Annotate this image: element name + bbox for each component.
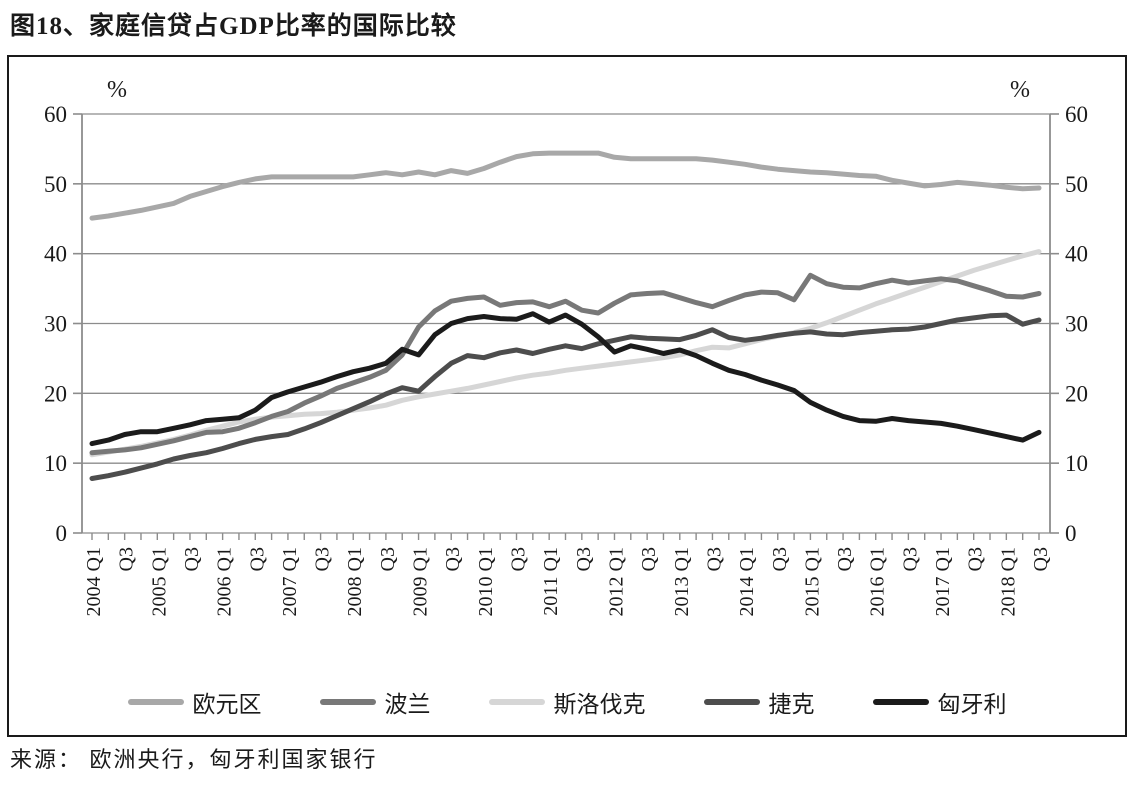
x-axis-label: Q3 (116, 547, 138, 571)
y-axis-label-left: 50 (44, 172, 67, 197)
y-axis-label-right: 30 (1065, 312, 1088, 337)
legend-swatch (872, 699, 929, 705)
unit-label-left: % (107, 77, 127, 103)
legend-swatch (488, 699, 545, 705)
unit-label-right: % (1010, 77, 1030, 103)
legend-label: 斯洛伐克 (553, 692, 646, 717)
legend-label: 欧元区 (192, 692, 262, 717)
legend: 欧元区 波兰 斯洛伐克 捷克 匈牙利 (9, 685, 1125, 719)
x-axis-label: 2011 Q1 (540, 547, 562, 616)
x-axis-label: 2014 Q1 (736, 547, 758, 616)
y-axis-label-left: 10 (44, 451, 67, 476)
x-axis-label: 2005 Q1 (148, 547, 170, 616)
x-axis-label: Q3 (703, 547, 725, 571)
x-axis-label: Q3 (312, 547, 334, 571)
legend-item: 斯洛伐克 (488, 685, 646, 719)
y-axis-label-left: 40 (44, 242, 67, 267)
x-axis-label: Q3 (573, 547, 595, 571)
x-axis-label: Q3 (508, 547, 530, 571)
x-axis-label: 2004 Q1 (83, 547, 105, 616)
x-axis-label: Q3 (965, 547, 987, 571)
line-chart: 0 0 10 10 20 20 30 30 40 40 50 50 60 60% % 2004 Q1 Q3 200… (44, 77, 1088, 616)
legend-item: 欧元区 (127, 685, 262, 719)
y-axis-label-left: 60 (44, 102, 67, 127)
x-axis-label: 2007 Q1 (279, 547, 301, 616)
y-axis-label-left: 0 (56, 521, 68, 546)
x-axis-label: Q3 (769, 547, 791, 571)
source-note: 来源： 欧洲央行，匈牙利国家银行 (10, 747, 378, 772)
legend-item: 匈牙利 (872, 685, 1007, 719)
x-axis-label: Q3 (834, 547, 856, 571)
x-axis-label: 2008 Q1 (344, 547, 366, 616)
series-line-欧元区 (89, 150, 1042, 221)
series-line-波兰 (89, 272, 1042, 456)
x-axis-label: 2010 Q1 (475, 547, 497, 616)
x-axis-label: Q3 (246, 547, 268, 571)
y-axis-label-right: 20 (1065, 381, 1088, 406)
x-axis-label: Q3 (442, 547, 464, 571)
x-axis-label: Q3 (899, 547, 921, 571)
y-axis-label-right: 40 (1065, 242, 1088, 267)
legend-label: 匈牙利 (937, 692, 1007, 717)
series-line-匈牙利 (89, 311, 1042, 447)
x-axis-label: Q3 (638, 547, 660, 571)
y-axis-label-right: 60 (1065, 102, 1088, 127)
x-axis-label: Q3 (181, 547, 203, 571)
legend-item: 捷克 (703, 685, 815, 719)
legend-swatch (703, 699, 760, 705)
y-axis-label-right: 0 (1065, 521, 1077, 546)
chart-frame: 0 0 10 10 20 20 30 30 40 40 50 50 60 60%% 2004 Q1 Q3 200… (7, 55, 1127, 737)
x-axis-label: Q3 (1030, 547, 1052, 571)
x-axis-label: 2006 Q1 (214, 547, 236, 616)
y-axis-label-right: 50 (1065, 172, 1088, 197)
legend-label: 波兰 (384, 692, 431, 717)
x-axis-label: 2012 Q1 (605, 547, 627, 616)
y-axis-label-right: 10 (1065, 451, 1088, 476)
x-axis-label: Q3 (377, 547, 399, 571)
x-axis-label: 2018 Q1 (997, 547, 1019, 616)
x-axis-label: 2015 Q1 (801, 547, 823, 616)
x-axis-label: 2016 Q1 (867, 547, 889, 616)
legend-swatch (127, 699, 184, 705)
chart-title: 图18、家庭信贷占GDP比率的国际比较 (10, 13, 457, 40)
series-line-捷克 (89, 312, 1042, 481)
y-axis-label-left: 20 (44, 381, 67, 406)
x-axis-label: 2017 Q1 (932, 547, 954, 616)
x-axis-label: 2013 Q1 (671, 547, 693, 616)
series-line-斯洛伐克 (89, 249, 1042, 458)
y-axis-label-left: 30 (44, 312, 67, 337)
legend-item: 波兰 (319, 685, 431, 719)
x-axis-label: 2009 Q1 (410, 547, 432, 616)
legend-swatch (319, 699, 376, 705)
legend-label: 捷克 (768, 692, 815, 717)
